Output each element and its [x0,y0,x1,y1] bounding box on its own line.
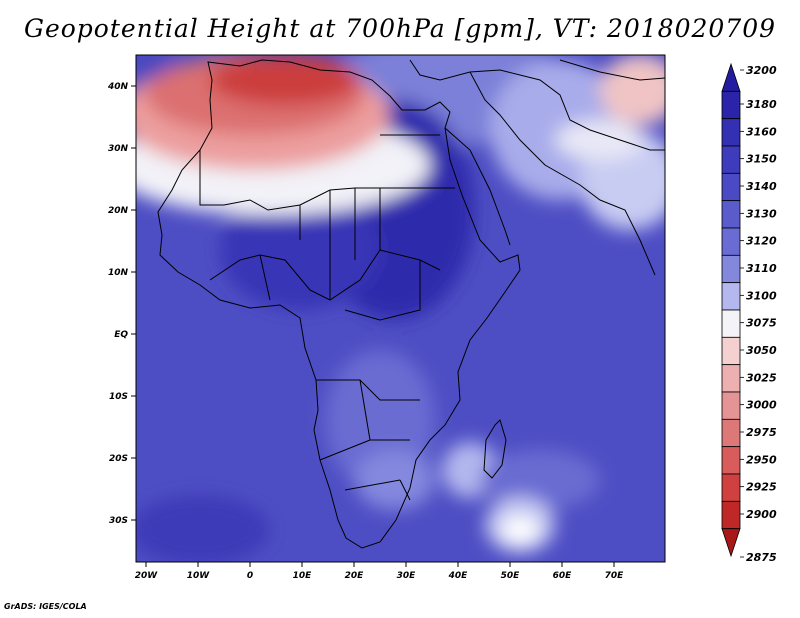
colorbar-swatch [721,473,741,502]
grads-credit: GrADS: IGES/COLA [4,602,87,611]
colorbar-label: 3130 [746,207,777,220]
colorbar-swatch [721,336,741,366]
colorbar-label: 2950 [746,453,777,466]
colorbar-swatch [721,500,741,530]
colorbar-label: 3110 [746,262,777,275]
lon-label: 40E [448,571,469,581]
colorbar-label: 3120 [746,235,777,248]
lon-label: 10W [187,571,211,581]
colorbar-swatch [721,282,741,311]
colorbar-label: 3150 [746,153,777,166]
colorbar-swatch [721,90,741,120]
colorbar-label: 3180 [746,98,777,111]
lon-label: 10E [293,571,313,581]
lat-label: 20N [108,206,129,216]
colorbar-label: 2875 [746,551,777,564]
lon-label: 60E [553,571,573,581]
colorbar-label: 3160 [746,125,777,138]
lon-label: 30E [397,571,417,581]
colorbar-label: 2925 [746,481,777,494]
colorbar-label: 3200 [746,64,777,77]
lon-label: 0 [247,571,253,581]
colorbar-label: 3100 [746,289,777,302]
coastline-outlines [157,59,665,549]
chart-title: Geopotential Height at 700hPa [gpm], VT:… [23,14,777,43]
colorbar-swatch [721,254,741,284]
colorbar-label: 3075 [746,317,777,330]
lat-label: 40N [107,82,129,92]
colorbar-swatch [721,391,741,420]
lat-label: 10N [108,268,129,278]
colorbar-swatch [721,227,741,256]
colorbar-label: 3050 [746,344,777,357]
colorbar-swatch [721,364,741,393]
lat-label: EQ [114,330,128,340]
lon-label: 20E [345,571,365,581]
colorbar-swatch [721,418,741,448]
lon-label: 20W [135,571,159,581]
colorbar-label: 3140 [746,180,777,193]
colorbar-swatch [721,309,741,338]
colorbar-swatch [721,118,741,147]
colorbar-swatch [721,145,741,174]
colorbar-swatch [721,62,741,92]
axis-ticks: 20W 10W 0 10E 20E 30E 40E 50E 60E 70E 40N 30N 20N 10N… [107,82,624,581]
colorbar-swatch [721,446,741,475]
height-field [136,55,665,562]
lat-label: 20S [109,454,128,464]
colorbar-swatch [721,528,741,558]
lon-label: 70E [605,571,625,581]
colorbar-swatch [721,172,741,202]
lat-label: 30N [108,144,129,154]
lon-label: 50E [501,571,521,581]
map-frame [135,54,666,563]
colorbar-swatch [721,200,741,229]
colorbar-label: 3000 [746,399,777,412]
colorbar-label: 3025 [746,371,777,384]
colorbar-label: 2975 [746,426,777,439]
colorbar: 3200 3180 3160 3150 3140 3130 3120 3110 3100 3075… [721,62,777,564]
lat-label: 30S [109,516,128,526]
lat-label: 10S [109,392,128,402]
colorbar-label: 2900 [746,508,777,521]
